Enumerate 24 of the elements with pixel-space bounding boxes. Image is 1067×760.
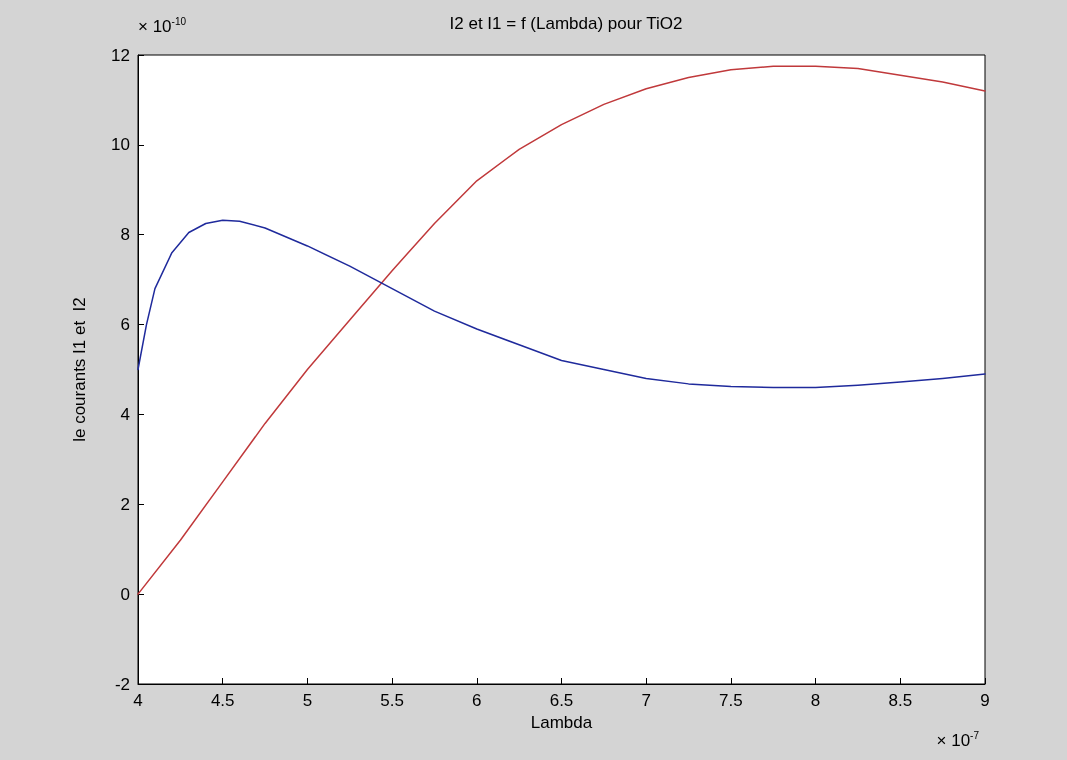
x-tick-label: 9	[980, 691, 990, 710]
y-axis-title: le courants I1 et I2	[70, 297, 89, 442]
y-tick-label: 6	[120, 315, 130, 335]
line-series	[137, 219, 986, 389]
y-tick-label: 0	[120, 584, 130, 604]
x-tick-label: 6.5	[549, 691, 574, 710]
x-tick-label: 8	[810, 691, 821, 710]
x-tick-label: 6	[472, 691, 482, 710]
x-tick-label: 4	[133, 691, 143, 710]
x-axis-title: Lambda	[530, 712, 593, 732]
y-tick-label: 12	[111, 45, 130, 65]
y-tick-label: 4	[120, 404, 130, 424]
x-tick-label: 7	[641, 691, 651, 710]
x-tick-label: 4.5	[210, 691, 235, 710]
line-series	[137, 65, 986, 595]
y-tick-label: -2	[114, 674, 130, 694]
y-tick-label: 2	[120, 494, 130, 514]
chart-title: I2 et I1 = f (Lambda) pour TiO2	[449, 14, 683, 33]
y-tick-label: 8	[120, 225, 130, 245]
x-tick-label: 8.5	[888, 691, 913, 710]
x-tick-label: 5	[302, 691, 313, 710]
y-tick-label: 10	[111, 135, 130, 155]
x-tick-label: 5.5	[380, 691, 404, 710]
x-tick-label: 7.5	[719, 691, 743, 710]
